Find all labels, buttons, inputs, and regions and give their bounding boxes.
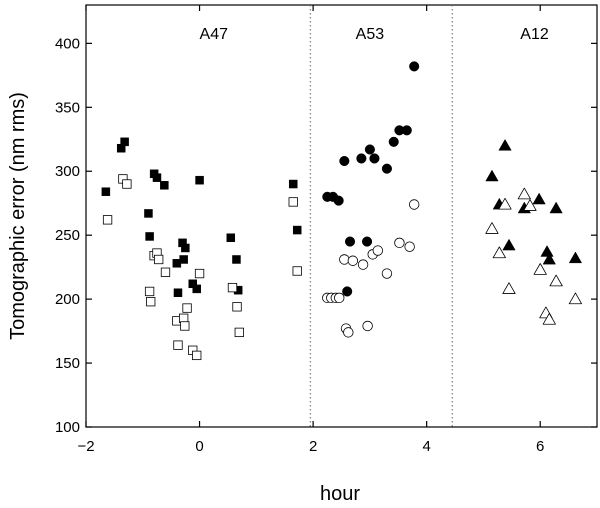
- tick-labels: −2 0 2 4 6 100 150 200 250 300 350 400: [55, 35, 544, 455]
- data-point-triangle: [485, 169, 499, 182]
- data-point-square: [234, 327, 244, 338]
- data-point-square: [146, 297, 156, 307]
- data-point-square: [288, 179, 298, 189]
- data-point-square: [101, 187, 111, 196]
- data-point-square: [194, 268, 205, 279]
- data-point-square: [173, 288, 183, 297]
- data-point-triangle: [540, 245, 554, 257]
- data-point-triangle: [549, 274, 563, 287]
- data-point-square: [181, 243, 190, 253]
- data-point-triangle: [568, 292, 583, 305]
- data-point-circle: [369, 153, 380, 164]
- data-point-square: [182, 303, 192, 313]
- data-point-square: [226, 233, 236, 242]
- data-point-triangle: [549, 201, 563, 214]
- y-tick-label: 100: [55, 419, 80, 436]
- data-point-triangle: [532, 192, 546, 205]
- region-labels: A47 A53 A12: [200, 26, 549, 43]
- y-tick-label: 150: [55, 355, 80, 372]
- data-point-square: [144, 286, 155, 297]
- plot-frame: [85, 4, 598, 428]
- data-point-circle: [401, 125, 412, 136]
- data-point-triangle: [498, 197, 512, 210]
- y-tick-label: 250: [55, 227, 80, 244]
- data-point-triangle: [568, 251, 582, 264]
- x-tick-label: 6: [536, 438, 544, 455]
- data-point-square: [232, 302, 242, 312]
- x-tick-label: −2: [77, 438, 94, 455]
- data-point-square: [227, 282, 238, 293]
- x-axis-title: hour: [320, 483, 360, 505]
- data-point-square: [292, 225, 302, 235]
- data-point-circle: [394, 237, 405, 249]
- data-point-square: [192, 350, 202, 361]
- data-point-circle: [388, 136, 399, 147]
- data-point-triangle: [517, 187, 531, 200]
- data-point-square: [292, 266, 302, 276]
- data-point-square: [102, 215, 113, 225]
- y-tick-label: 300: [55, 163, 80, 180]
- data-point-circle: [339, 254, 350, 265]
- data-point-square: [154, 254, 164, 265]
- data-point-circle: [339, 155, 350, 167]
- data-point-square: [195, 175, 204, 185]
- data-points: [101, 61, 583, 361]
- data-point-circle: [408, 199, 420, 210]
- data-point-circle: [342, 286, 353, 297]
- region-dividers: [309, 5, 453, 427]
- data-point-square: [160, 267, 171, 277]
- data-point-triangle: [542, 253, 556, 265]
- data-point-circle: [381, 163, 392, 174]
- region-label-a53: A53: [356, 26, 385, 43]
- data-point-circle: [334, 292, 345, 304]
- axis-ticks: [85, 5, 597, 428]
- data-point-circle: [381, 268, 393, 279]
- data-point-square: [179, 255, 188, 264]
- y-tick-label: 350: [55, 99, 80, 116]
- data-point-triangle: [502, 282, 516, 294]
- data-point-circle: [344, 236, 356, 247]
- data-point-square: [232, 255, 241, 264]
- data-point-circle: [333, 195, 344, 206]
- data-point-triangle: [492, 246, 506, 259]
- data-point-square: [160, 181, 169, 190]
- y-tick-label: 400: [55, 35, 80, 52]
- data-point-circle: [356, 153, 367, 164]
- data-point-circle: [364, 144, 375, 155]
- region-label-a47: A47: [200, 26, 229, 43]
- data-point-circle: [357, 259, 369, 270]
- data-point-triangle: [502, 238, 516, 251]
- data-point-square: [288, 197, 298, 207]
- region-label-a12: A12: [520, 26, 549, 43]
- data-point-triangle: [533, 263, 547, 275]
- data-point-square: [144, 209, 153, 218]
- data-point-circle: [362, 236, 373, 247]
- data-point-circle: [409, 61, 420, 72]
- data-point-circle: [343, 327, 354, 338]
- data-point-square: [120, 137, 129, 147]
- data-point-triangle: [523, 199, 537, 211]
- data-point-square: [179, 313, 189, 323]
- x-tick-label: 0: [195, 438, 203, 455]
- y-axis-title: Tomographic error (nm rms): [7, 92, 29, 340]
- data-point-triangle: [485, 222, 499, 234]
- data-point-square: [145, 232, 154, 241]
- data-point-square: [122, 179, 132, 189]
- data-point-circle: [362, 320, 373, 332]
- x-tick-label: 4: [422, 438, 430, 455]
- data-point-square: [173, 340, 183, 350]
- data-point-circle: [404, 241, 415, 252]
- x-tick-label: 2: [309, 438, 317, 455]
- y-tick-label: 200: [55, 291, 80, 308]
- data-point-circle: [372, 245, 384, 256]
- data-point-triangle: [542, 312, 556, 325]
- data-point-triangle: [498, 139, 512, 151]
- data-point-square: [180, 321, 190, 331]
- data-point-square: [192, 284, 201, 294]
- data-point-circle: [347, 255, 359, 266]
- data-point-square: [152, 173, 162, 182]
